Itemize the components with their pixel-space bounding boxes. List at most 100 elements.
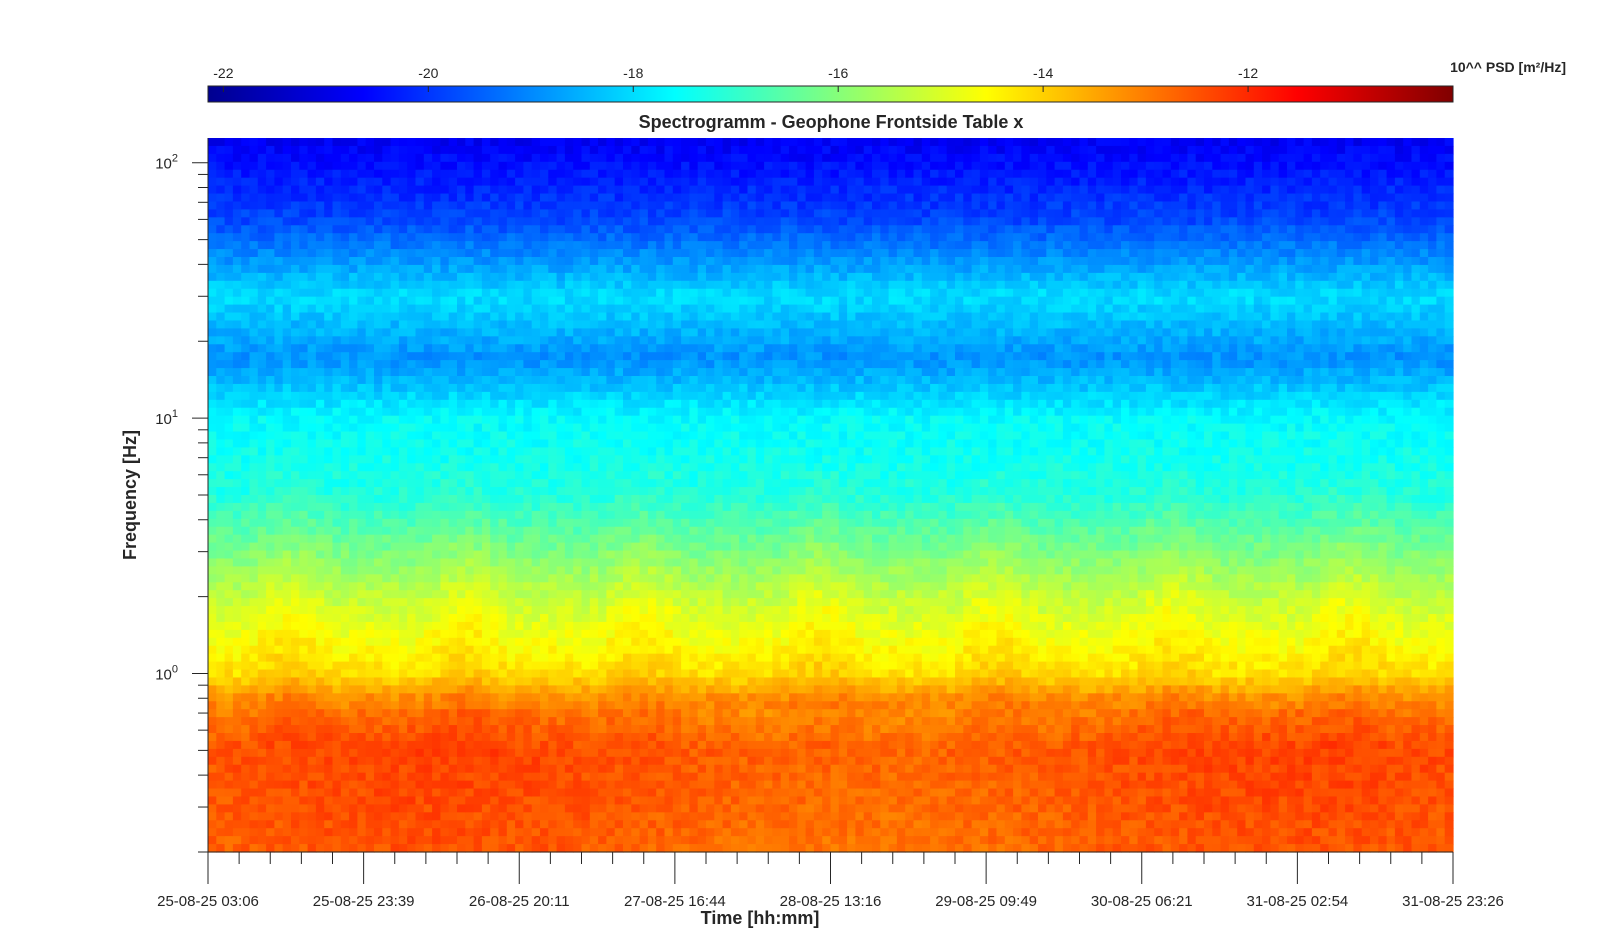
heatmap-cell bbox=[241, 685, 251, 694]
heatmap-cell bbox=[481, 463, 491, 472]
heatmap-cell bbox=[465, 288, 475, 298]
heatmap-cell bbox=[515, 637, 524, 647]
heatmap-cell bbox=[241, 598, 251, 607]
heatmap-cell bbox=[581, 614, 591, 623]
heatmap-cell bbox=[523, 550, 533, 560]
heatmap-cell bbox=[589, 383, 599, 393]
heatmap-cell bbox=[523, 336, 533, 345]
heatmap-cell bbox=[556, 637, 566, 647]
heatmap-cell bbox=[216, 606, 226, 615]
heatmap-cell bbox=[315, 272, 325, 282]
heatmap-cell bbox=[274, 558, 284, 567]
heatmap-cell bbox=[382, 233, 392, 242]
heatmap-cell bbox=[232, 320, 242, 329]
heatmap-cell bbox=[598, 637, 607, 647]
heatmap-cell bbox=[540, 637, 549, 647]
heatmap-cell bbox=[382, 836, 392, 845]
heatmap-cell bbox=[257, 249, 267, 258]
heatmap-cell bbox=[465, 685, 475, 694]
heatmap-cell bbox=[457, 383, 466, 393]
heatmap-cell bbox=[448, 495, 458, 504]
heatmap-cell bbox=[606, 582, 616, 591]
heatmap-cell bbox=[598, 828, 607, 837]
heatmap-cell bbox=[415, 748, 425, 758]
heatmap-cell bbox=[299, 455, 309, 464]
heatmap-cell bbox=[581, 717, 591, 726]
heatmap-cell bbox=[540, 407, 549, 417]
heatmap-cell bbox=[365, 621, 375, 631]
heatmap-cell bbox=[224, 257, 234, 266]
heatmap-cell bbox=[523, 272, 533, 282]
heatmap-cell bbox=[506, 288, 516, 298]
heatmap-cell bbox=[556, 217, 566, 226]
heatmap-cell bbox=[241, 415, 251, 425]
heatmap-cell bbox=[374, 637, 383, 647]
heatmap-cell bbox=[440, 177, 450, 187]
heatmap-cell bbox=[315, 296, 325, 306]
heatmap-cell bbox=[457, 217, 466, 226]
heatmap-cell bbox=[581, 542, 591, 552]
heatmap-cell bbox=[523, 241, 533, 250]
heatmap-cell bbox=[623, 352, 632, 361]
heatmap-cell bbox=[423, 645, 433, 655]
heatmap-cell bbox=[315, 336, 325, 345]
heatmap-cell bbox=[515, 487, 524, 496]
heatmap-cell bbox=[614, 336, 624, 345]
heatmap-cell bbox=[324, 796, 334, 805]
heatmap-cell bbox=[506, 383, 516, 393]
heatmap-cell bbox=[407, 272, 417, 282]
heatmap-cell bbox=[208, 138, 217, 147]
heatmap-cell bbox=[423, 510, 433, 520]
heatmap-cell bbox=[639, 399, 649, 409]
heatmap-cell bbox=[581, 629, 591, 639]
heatmap-cell bbox=[423, 145, 433, 155]
heatmap-cell bbox=[589, 844, 599, 853]
heatmap-cell bbox=[490, 669, 500, 679]
heatmap-cell bbox=[448, 526, 458, 536]
heatmap-cell bbox=[357, 312, 367, 322]
heatmap-cell bbox=[249, 304, 259, 314]
heatmap-cell bbox=[448, 669, 458, 679]
heatmap-cell bbox=[208, 288, 217, 298]
heatmap-cell bbox=[598, 740, 607, 750]
heatmap-cell bbox=[589, 725, 599, 734]
heatmap-cell bbox=[432, 748, 441, 758]
heatmap-cell bbox=[639, 415, 649, 425]
heatmap-cell bbox=[581, 257, 591, 266]
heatmap-cell bbox=[556, 368, 566, 377]
heatmap-cell bbox=[299, 590, 309, 599]
heatmap-cell bbox=[656, 344, 666, 353]
heatmap-cell bbox=[548, 193, 558, 203]
heatmap-cell bbox=[540, 201, 549, 210]
heatmap-cell bbox=[623, 685, 632, 694]
heatmap-cell bbox=[282, 725, 292, 734]
heatmap-cell bbox=[332, 637, 342, 647]
heatmap-cell bbox=[257, 399, 267, 409]
heatmap-cell bbox=[647, 407, 657, 417]
heatmap-cell bbox=[208, 574, 217, 583]
heatmap-cell bbox=[299, 502, 309, 512]
heatmap-cell bbox=[315, 661, 325, 671]
heatmap-cell bbox=[465, 177, 475, 187]
heatmap-cell bbox=[423, 598, 433, 607]
heatmap-cell bbox=[257, 288, 267, 298]
heatmap-cell bbox=[548, 510, 558, 520]
heatmap-cell bbox=[465, 233, 475, 242]
heatmap-cell bbox=[631, 415, 641, 425]
heatmap-cell bbox=[432, 756, 441, 766]
heatmap-cell bbox=[631, 471, 641, 480]
heatmap-cell bbox=[548, 772, 558, 782]
heatmap-cell bbox=[257, 772, 267, 782]
heatmap-cell bbox=[573, 423, 583, 433]
heatmap-cell bbox=[282, 534, 292, 544]
heatmap-cell bbox=[473, 550, 483, 560]
heatmap-cell bbox=[465, 836, 475, 845]
heatmap-cell bbox=[564, 376, 574, 385]
heatmap-cell bbox=[332, 733, 342, 742]
heatmap-cell bbox=[382, 415, 392, 425]
heatmap-cell bbox=[614, 423, 624, 433]
heatmap-cell bbox=[423, 360, 433, 369]
heatmap-cell bbox=[481, 217, 491, 226]
heatmap-cell bbox=[614, 510, 624, 520]
heatmap-cell bbox=[647, 526, 657, 536]
